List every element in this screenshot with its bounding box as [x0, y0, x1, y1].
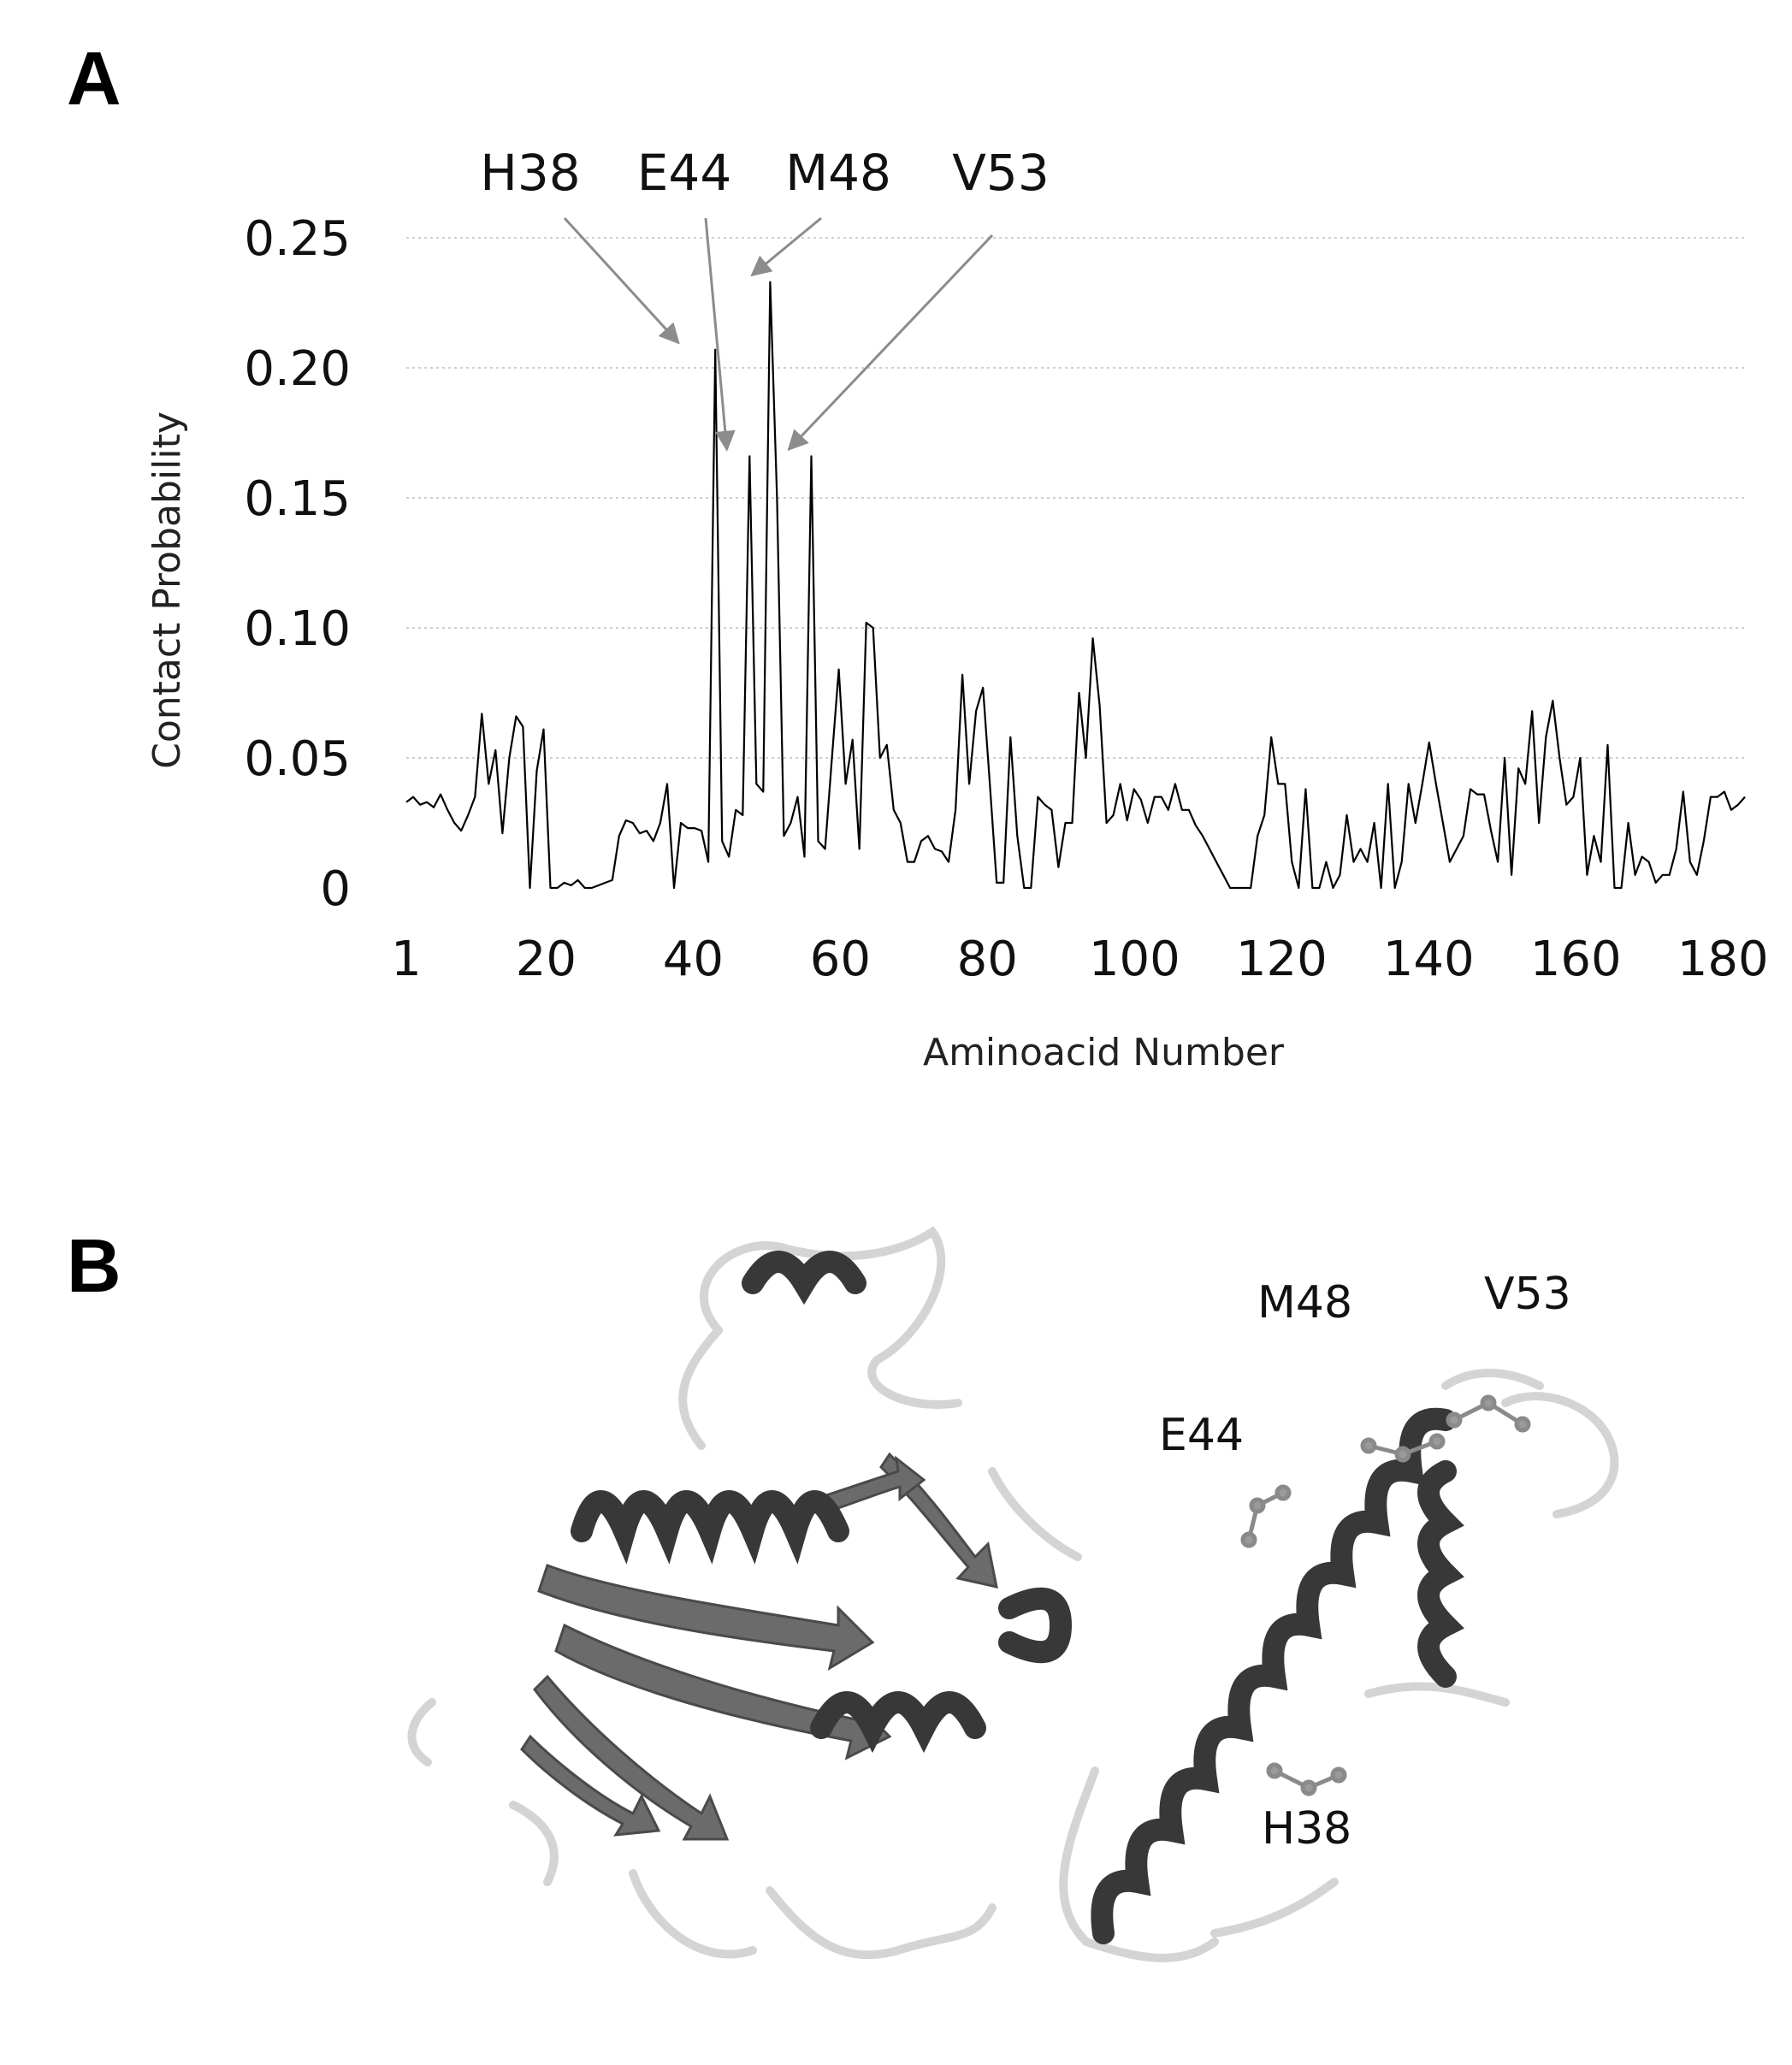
- annotation-arrow: [563, 216, 680, 345]
- residue-label-v53: V53: [1484, 1269, 1571, 1320]
- annotation-arrows: [563, 216, 994, 452]
- y-tick-label: 0.25: [244, 211, 351, 267]
- gridlines: [406, 237, 1745, 759]
- residue-label-e44: E44: [1159, 1410, 1244, 1461]
- y-tick-label: 0: [320, 861, 351, 917]
- x-tick-labels: 1 20 40 60 80 100 120 140 160 180: [391, 932, 1768, 987]
- y-tick-labels: 0 0.05 0.10 0.15 0.20 0.25: [244, 211, 351, 917]
- y-axis-title: Contact Probability: [145, 411, 189, 769]
- y-tick-label: 0.10: [244, 601, 351, 657]
- x-tick-label: 60: [810, 932, 871, 987]
- x-tick-label: 120: [1236, 932, 1328, 987]
- annotation-arrow: [787, 234, 994, 452]
- panel-label-a: A: [67, 36, 121, 121]
- y-tick-label: 0.15: [244, 471, 351, 527]
- residue-label-m48: M48: [1257, 1277, 1352, 1328]
- annotation-label: E44: [637, 144, 731, 202]
- x-tick-label: 140: [1383, 932, 1475, 987]
- x-tick-label: 40: [663, 932, 724, 987]
- panel-label-b: B: [67, 1223, 121, 1308]
- protein-structure-ribbon: M48 V53 E44 H38: [407, 1226, 1619, 1962]
- x-tick-label: 80: [957, 932, 1018, 987]
- annotation-arrow: [704, 217, 736, 452]
- y-tick-label: 0.20: [244, 341, 351, 397]
- x-tick-label: 20: [516, 932, 577, 987]
- beta-sheets: [520, 1452, 998, 1841]
- coil-segments: [407, 1226, 1619, 1962]
- residue-label-h38: H38: [1262, 1803, 1351, 1855]
- y-tick-label: 0.05: [244, 731, 351, 787]
- annotation-label: V53: [952, 144, 1049, 202]
- x-tick-label: 1: [391, 932, 422, 987]
- annotation-label: M48: [785, 144, 891, 202]
- x-tick-label: 100: [1089, 932, 1180, 987]
- x-axis-title: Aminoacid Number: [923, 1031, 1285, 1074]
- alpha-helices: [571, 1251, 1464, 1944]
- contact-probability-chart: 00.050.100.150.200.25 1 20 40 60 80 100 120 140…: [145, 144, 1769, 1074]
- side-chains: [1240, 1394, 1531, 1796]
- annotation-label: H38: [480, 144, 580, 202]
- annotation-labels: H38 E44 M48 V53: [480, 144, 1049, 202]
- annotation-arrow: [750, 216, 822, 277]
- series-line: [405, 281, 1746, 890]
- x-tick-label: 180: [1677, 932, 1769, 987]
- x-tick-label: 160: [1530, 932, 1622, 987]
